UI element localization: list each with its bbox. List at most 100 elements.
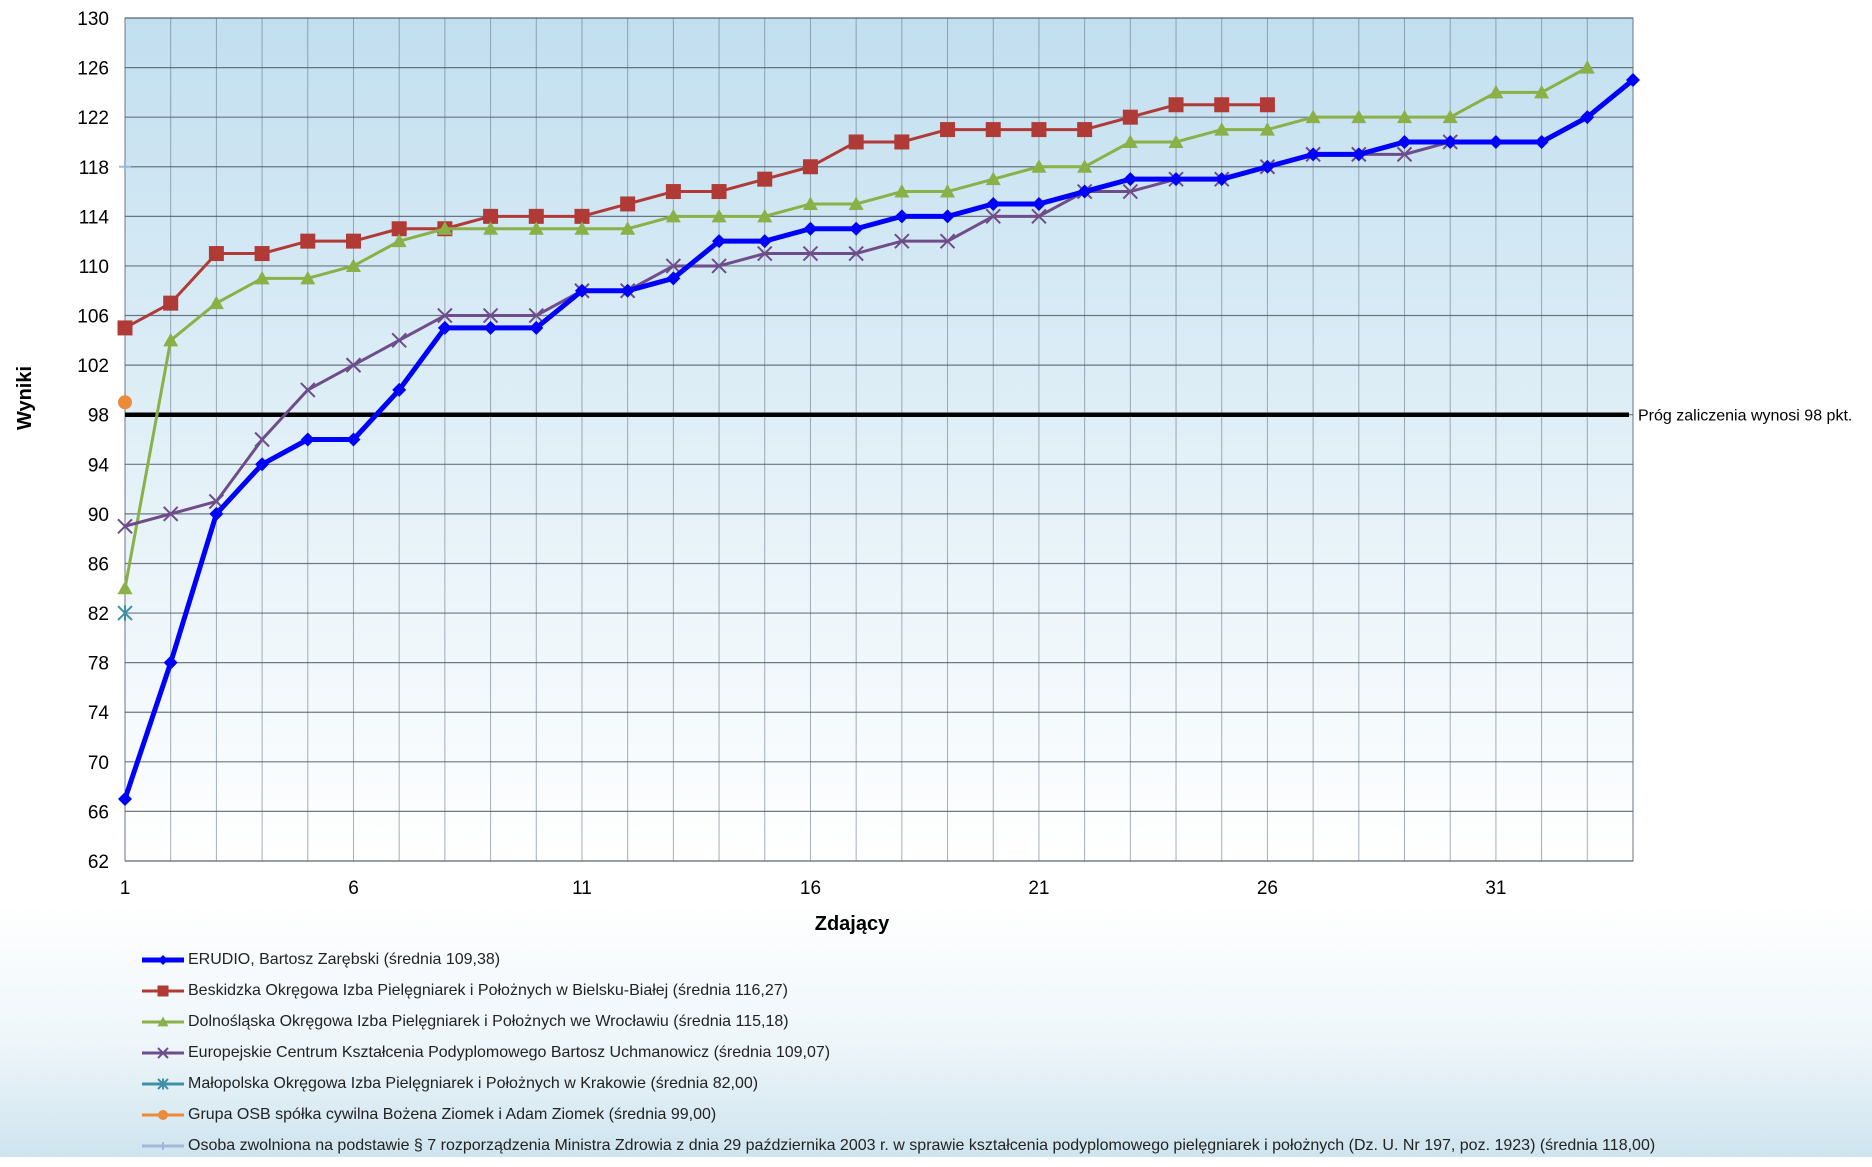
y-tick-label: 78 xyxy=(88,654,109,675)
data-point xyxy=(163,655,178,670)
data-point xyxy=(574,283,589,298)
series-5 xyxy=(118,395,132,410)
data-point xyxy=(346,432,361,447)
y-tick-label: 66 xyxy=(88,802,109,823)
data-point xyxy=(345,233,361,249)
legend-label: Grupa OSB spółka cywilna Bożena Ziomek i… xyxy=(188,1106,717,1123)
legend-item: Europejskie Centrum Kształcenia Podyplom… xyxy=(140,1043,1860,1074)
data-point xyxy=(894,233,910,249)
data-point xyxy=(1351,109,1367,124)
data-point xyxy=(117,605,133,621)
legend-label: Małopolska Okręgowa Izba Pielęgniarek i … xyxy=(188,1075,759,1092)
data-point xyxy=(300,382,316,398)
data-point xyxy=(574,208,590,224)
data-point xyxy=(939,233,956,249)
data-point xyxy=(665,184,681,200)
legend-swatch xyxy=(142,985,184,997)
data-point xyxy=(1580,110,1595,125)
data-point xyxy=(1259,97,1275,113)
data-point xyxy=(1031,122,1047,138)
data-point xyxy=(1259,122,1275,136)
data-point xyxy=(117,580,133,595)
data-point xyxy=(620,221,636,235)
data-point xyxy=(1534,134,1549,149)
data-point xyxy=(665,208,681,223)
data-point xyxy=(158,1110,168,1120)
data-point xyxy=(803,221,818,236)
data-point xyxy=(119,160,131,173)
data-point xyxy=(711,184,727,200)
data-point xyxy=(1214,122,1230,136)
data-point xyxy=(894,134,910,150)
data-point xyxy=(1305,109,1321,124)
legend-swatch xyxy=(142,1016,184,1027)
data-point xyxy=(1077,159,1093,173)
data-point xyxy=(483,320,498,335)
data-point xyxy=(894,184,910,198)
legend-item: Małopolska Okręgowa Izba Pielęgniarek i … xyxy=(140,1074,1860,1105)
data-point xyxy=(848,245,864,262)
data-point xyxy=(1123,172,1138,187)
legend-swatch xyxy=(142,1047,184,1059)
x-tick-label: 26 xyxy=(1257,878,1278,899)
data-point xyxy=(802,196,818,210)
data-point xyxy=(437,221,453,235)
legend-label: Osoba zwolniona na podstawie § 7 rozporz… xyxy=(188,1137,1656,1154)
data-point xyxy=(163,332,179,347)
series-line xyxy=(122,78,1635,800)
y-tick-label: 126 xyxy=(77,59,109,80)
data-point xyxy=(118,792,132,807)
data-point xyxy=(1077,122,1093,138)
data-point xyxy=(157,1047,169,1059)
data-point xyxy=(1077,184,1092,199)
data-point xyxy=(985,122,1001,138)
series-layer xyxy=(117,60,1640,807)
data-point xyxy=(391,221,407,237)
data-point xyxy=(118,395,132,410)
data-point xyxy=(157,1078,169,1090)
legend-swatch xyxy=(142,1142,184,1150)
data-point xyxy=(483,221,499,235)
data-point xyxy=(163,295,179,311)
data-point xyxy=(802,159,818,175)
data-point xyxy=(1396,146,1413,163)
data-point xyxy=(254,246,270,262)
data-point xyxy=(254,270,270,285)
y-tick-label: 70 xyxy=(88,753,109,774)
x-tick-label: 1 xyxy=(120,878,131,899)
data-point xyxy=(1122,109,1138,125)
data-point xyxy=(482,307,499,324)
data-point xyxy=(1488,134,1503,149)
series-2 xyxy=(117,60,1595,595)
legend-swatch xyxy=(142,955,184,965)
y-tick-label: 62 xyxy=(88,852,109,873)
data-point xyxy=(528,208,544,224)
x-tick-label: 11 xyxy=(572,878,592,899)
data-point xyxy=(345,357,362,373)
series-0 xyxy=(118,72,1640,807)
legend-swatch xyxy=(142,1078,184,1090)
data-point xyxy=(1031,196,1046,211)
data-point xyxy=(849,221,864,236)
data-point xyxy=(1397,109,1413,124)
data-point xyxy=(300,233,316,249)
data-point xyxy=(300,270,316,285)
data-point xyxy=(620,283,635,298)
y-tick-label: 90 xyxy=(88,505,109,526)
data-point xyxy=(392,382,407,397)
data-point xyxy=(1122,183,1139,200)
series-6 xyxy=(119,160,131,173)
data-point xyxy=(1626,72,1640,87)
data-point xyxy=(848,196,864,210)
y-tick-label: 86 xyxy=(88,554,109,575)
data-point xyxy=(1351,147,1366,162)
data-point xyxy=(1579,60,1595,74)
x-tick-label: 6 xyxy=(348,878,359,899)
plot-area xyxy=(124,17,1634,862)
data-point xyxy=(1214,172,1229,187)
x-tick-label: 21 xyxy=(1028,878,1049,899)
data-point xyxy=(208,246,224,262)
data-point xyxy=(300,432,315,447)
data-point xyxy=(666,271,681,286)
